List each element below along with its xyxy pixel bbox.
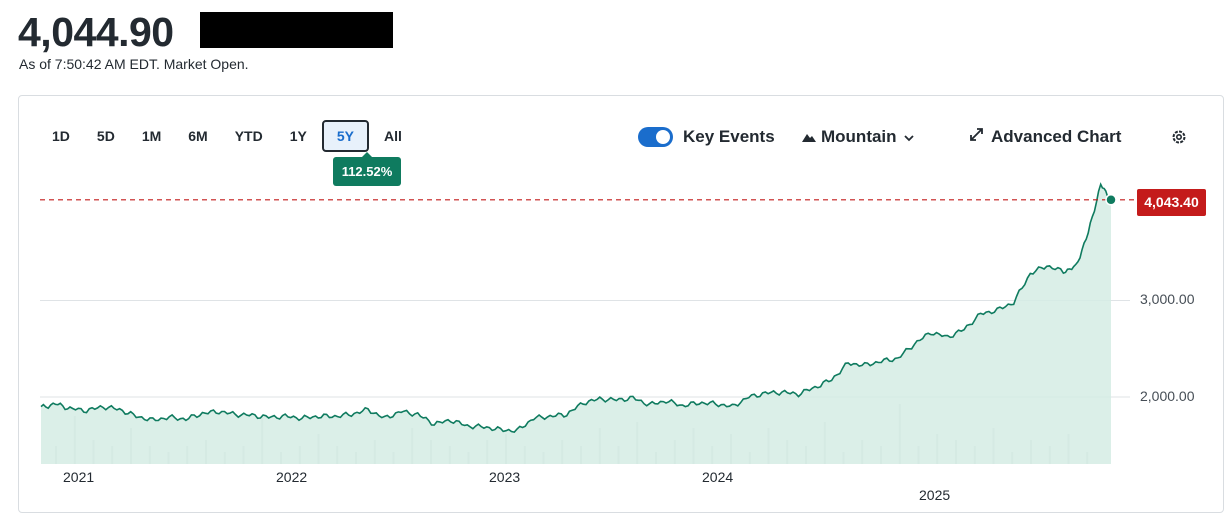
advanced-chart-label: Advanced Chart (991, 127, 1122, 146)
toggle-knob (656, 130, 670, 144)
x-tick-label: 2022 (276, 469, 308, 485)
chevron-down-icon (903, 127, 919, 147)
y-tick-label: 2,000.00 (1140, 388, 1195, 404)
key-events-toggle[interactable] (638, 127, 673, 147)
range-ytd-button[interactable]: YTD (234, 128, 263, 144)
range-selector: 1D 5D 1M 6M YTD 1Y 5Y All (40, 120, 417, 152)
range-5d-button[interactable]: 5D (96, 128, 115, 144)
range-6m-button[interactable]: 6M (188, 128, 208, 144)
chart-type-label: Mountain (821, 127, 897, 146)
change-percent-badge: 112.52% (333, 152, 401, 186)
price-line (40, 182, 1112, 433)
as-of-timestamp: As of 7:50:42 AM EDT. Market Open. (19, 56, 249, 72)
range-5y-button[interactable]: 5Y (321, 120, 369, 152)
range-1m-button[interactable]: 1M (141, 128, 162, 144)
chart-card (18, 95, 1224, 513)
x-tick-label: 2023 (489, 469, 521, 485)
y-tick-label: 3,000.00 (1140, 291, 1195, 307)
key-events-label[interactable]: Key Events (683, 127, 775, 146)
price-header: 4,044.90 (18, 6, 174, 58)
x-tick-label: 2025 (919, 487, 951, 503)
redacted-name-block (200, 12, 393, 48)
gear-icon[interactable] (1170, 128, 1188, 146)
current-price: 4,044.90 (18, 8, 174, 55)
last-price-tag: 4,043.40 (1137, 189, 1206, 216)
advanced-chart-button[interactable]: Advanced Chart (969, 127, 1121, 147)
price-area (41, 184, 1111, 465)
last-price-dot (1105, 194, 1117, 206)
x-tick-label: 2021 (63, 469, 95, 485)
x-tick-label: 2024 (702, 469, 734, 485)
range-1y-button[interactable]: 1Y (289, 128, 307, 144)
range-all-button[interactable]: All (383, 128, 402, 144)
expand-icon (969, 127, 991, 147)
chart-type-dropdown[interactable]: Mountain (802, 127, 919, 147)
range-1d-button[interactable]: 1D (52, 128, 70, 144)
mountain-icon (802, 127, 821, 147)
